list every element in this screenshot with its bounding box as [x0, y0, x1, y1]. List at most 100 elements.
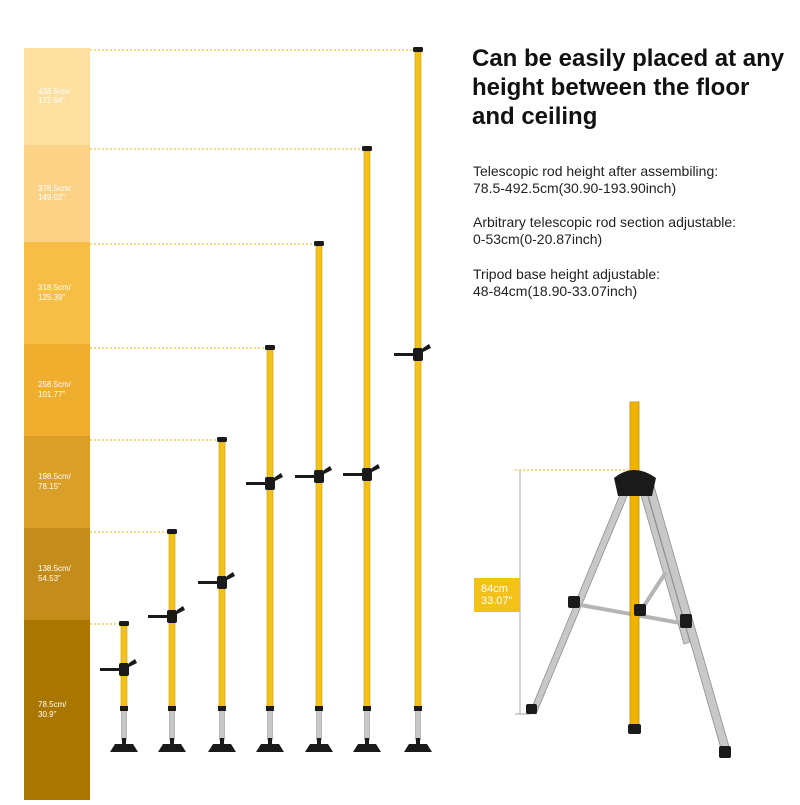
rod-lower-tube [364, 709, 370, 741]
clamp-knob [227, 572, 235, 580]
height-cm: 258.5cm/ [38, 380, 71, 389]
height-band [24, 436, 90, 528]
rod-foot [110, 738, 138, 752]
rod-top-cap [167, 529, 177, 534]
telescopic-rod [148, 529, 186, 752]
height-band-label: 78.5cm/30.9" [38, 700, 66, 719]
rod-top-cap [119, 621, 129, 626]
spec-title: Tripod base height adjustable: [473, 266, 661, 282]
height-inch: 149.02" [38, 193, 66, 202]
tripod-joint [568, 596, 580, 608]
clamp-knob [423, 344, 431, 352]
rod-clamp [217, 576, 227, 589]
clamp-arm [295, 475, 315, 478]
clamp-arm [394, 353, 414, 356]
rod-collar [266, 706, 274, 711]
spec-value: 0-53cm(0-20.87inch) [473, 231, 603, 247]
spec-title: Arbitrary telescopic rod section adjusta… [473, 214, 737, 230]
height-inch: 101.77" [38, 389, 66, 399]
rod-clamp [413, 348, 423, 361]
height-band-label: 318.5cm/125.39" [38, 283, 71, 302]
height-cm: 138.5cm/ [38, 564, 71, 573]
tripod-center-mast [629, 401, 640, 729]
spec-value: 78.5-492.5cm(30.90-193.90inch) [473, 180, 677, 196]
telescopic-rod [198, 437, 236, 752]
rod-clamp [119, 663, 129, 676]
tripod-foot [526, 704, 537, 714]
height-inch: 125.39" [38, 292, 66, 302]
height-band [24, 344, 90, 436]
spec-tripod-height: Tripod base height adjustable: 48-84cm(1… [473, 266, 793, 300]
telescopic-rod [246, 345, 284, 752]
spec-section-adjustable: Arbitrary telescopic rod section adjusta… [473, 214, 793, 248]
clamp-arm [100, 668, 120, 671]
rod-top-cap [413, 47, 423, 52]
rod-clamp [314, 470, 324, 483]
height-band [24, 620, 90, 800]
rod-lower-tube [267, 709, 273, 741]
rod-collar [120, 706, 128, 711]
telescopic-rod [343, 146, 381, 752]
height-band-label: 198.5cm/78.15" [38, 472, 71, 491]
rod-collar [168, 706, 176, 711]
tripod-height-cm: 84cm [481, 583, 508, 595]
clamp-arm [198, 581, 218, 584]
rod-lower-tube [121, 709, 127, 741]
tripod-height-label: 84cm 33.07" [481, 583, 512, 607]
height-cm: 198.5cm/ [38, 472, 71, 481]
height-cm: 318.5cm/ [38, 283, 71, 292]
rod-collar [363, 706, 371, 711]
telescopic-rod [100, 621, 138, 752]
rod-top-cap [217, 437, 227, 442]
rod-top-cap [314, 241, 324, 246]
height-inch: 30.9" [38, 709, 57, 719]
rod-lower-tube [219, 709, 225, 741]
rod-collar [218, 706, 226, 711]
clamp-arm [148, 615, 168, 618]
height-band-label: 138.5cm/54.53" [38, 564, 71, 583]
telescopic-rod [295, 241, 333, 752]
height-band [24, 528, 90, 620]
clamp-knob [372, 464, 380, 472]
tripod-joint [634, 604, 646, 616]
height-band-label: 438.5cm/172.64" [38, 87, 71, 106]
rod-mast [266, 349, 274, 711]
rod-foot [404, 738, 432, 752]
rod-foot [208, 738, 236, 752]
spec-title: Telescopic rod height after assembiling: [473, 163, 719, 179]
clamp-knob [324, 466, 332, 474]
rod-top-cap [362, 146, 372, 151]
tripod-stand [474, 401, 731, 758]
tripod-foot [628, 724, 641, 734]
rod-lower-tube [415, 709, 421, 741]
rod-clamp [265, 477, 275, 490]
rod-collar [315, 706, 323, 711]
rod-foot [353, 738, 381, 752]
clamp-knob [275, 473, 283, 481]
spec-rod-height: Telescopic rod height after assembiling:… [473, 163, 793, 197]
rod-lower-tube [316, 709, 322, 741]
rod-clamp [167, 610, 177, 623]
tripod-hub [614, 470, 656, 496]
rod-foot [158, 738, 186, 752]
rod-foot [256, 738, 284, 752]
height-band [24, 48, 90, 145]
rod-mast [363, 150, 371, 711]
rod-foot [305, 738, 333, 752]
height-band-label: 258.5cm/101.77" [38, 380, 71, 399]
height-inch: 78.15" [38, 481, 61, 491]
height-cm: 378.5cm/ [38, 183, 71, 193]
height-cm: 438.5cm/ [38, 86, 71, 96]
clamp-arm [343, 473, 363, 476]
rod-mast [414, 51, 422, 711]
tripod-height-inch: 33.07" [481, 595, 513, 607]
tripod-joint [680, 614, 692, 628]
rod-collar [414, 706, 422, 711]
telescopic-rod [394, 47, 432, 752]
tripod-foot [719, 746, 731, 758]
rod-lower-tube [169, 709, 175, 741]
rod-top-cap [265, 345, 275, 350]
height-band [24, 145, 90, 242]
